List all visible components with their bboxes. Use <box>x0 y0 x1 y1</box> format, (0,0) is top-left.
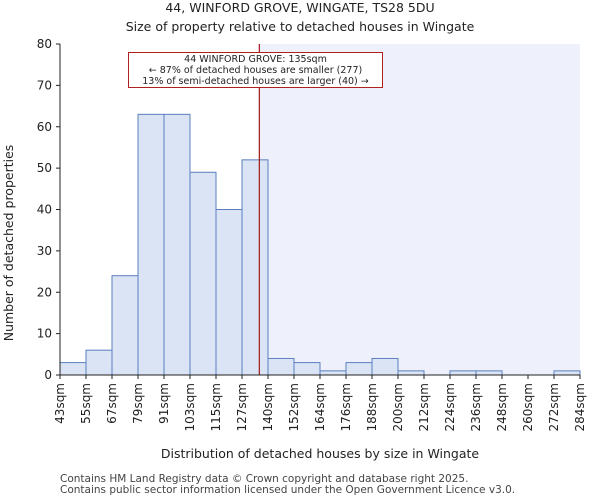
y-axis-label: Number of detached properties <box>1 145 16 342</box>
histogram-bar <box>163 113 191 376</box>
y-tick-label: 80 <box>37 37 52 51</box>
x-tick-label: 115sqm <box>209 383 223 431</box>
histogram-bar <box>397 370 425 376</box>
histogram-bar <box>241 159 269 376</box>
annotation-box: 44 WINFORD GROVE: 135sqm ← 87% of detach… <box>128 52 383 88</box>
x-tick-label: 67sqm <box>105 383 119 424</box>
x-tick-label: 188sqm <box>365 383 379 431</box>
y-tick-label: 50 <box>37 161 52 175</box>
histogram-bar <box>111 275 139 376</box>
x-axis-label: Distribution of detached houses by size … <box>161 446 480 461</box>
histogram-bar <box>553 370 581 376</box>
x-tick-label: 127sqm <box>235 383 249 431</box>
y-tick-label: 40 <box>37 203 52 217</box>
x-tick-label: 272sqm <box>547 383 561 431</box>
x-tick-label: 164sqm <box>313 383 327 431</box>
footer-line-2: Contains public sector information licen… <box>60 484 516 496</box>
chart-subtitle: Size of property relative to detached ho… <box>126 19 475 34</box>
annotation-line-2: ← 87% of detached houses are smaller (27… <box>148 65 363 76</box>
x-tick-label: 284sqm <box>573 383 587 431</box>
x-tick-label: 236sqm <box>469 383 483 431</box>
x-tick-label: 91sqm <box>157 383 171 424</box>
histogram-bar <box>449 370 477 376</box>
histogram-bar <box>59 362 87 376</box>
x-tick-label: 140sqm <box>261 383 275 431</box>
histogram-bar <box>293 362 321 376</box>
x-tick-label: 79sqm <box>131 383 145 424</box>
histogram-bar <box>371 357 399 376</box>
histogram-bar <box>137 113 165 376</box>
x-tick-label: 248sqm <box>495 383 509 431</box>
y-tick-label: 0 <box>44 368 52 382</box>
chart-title: 44, WINFORD GROVE, WINGATE, TS28 5DU <box>165 0 434 15</box>
annotation-line-3: 13% of semi-detached houses are larger (… <box>142 76 369 87</box>
histogram-bar <box>215 209 243 376</box>
histogram-bar <box>319 370 347 376</box>
x-tick-label: 260sqm <box>521 383 535 431</box>
x-tick-label: 55sqm <box>79 383 93 424</box>
histogram-bar <box>189 171 217 376</box>
larger-region-shade <box>259 44 580 375</box>
x-tick-label: 152sqm <box>287 383 301 431</box>
x-tick-label: 176sqm <box>339 383 353 431</box>
y-tick-label: 10 <box>37 327 52 341</box>
x-tick-label: 103sqm <box>183 383 197 431</box>
histogram-bar <box>85 349 113 376</box>
histogram-bar <box>267 357 295 376</box>
x-tick-label: 224sqm <box>443 383 457 431</box>
histogram-bar <box>345 362 373 376</box>
x-tick-label: 200sqm <box>391 383 405 431</box>
annotation-line-1: 44 WINFORD GROVE: 135sqm <box>184 54 327 65</box>
y-tick-label: 60 <box>37 120 52 134</box>
footer-line-1: Contains HM Land Registry data © Crown c… <box>60 473 469 485</box>
histogram-bar <box>475 370 503 376</box>
x-tick-label: 43sqm <box>53 383 67 424</box>
y-tick-label: 20 <box>37 285 52 299</box>
y-tick-label: 30 <box>37 244 52 258</box>
y-tick-label: 70 <box>37 78 52 92</box>
x-tick-label: 212sqm <box>417 383 431 431</box>
